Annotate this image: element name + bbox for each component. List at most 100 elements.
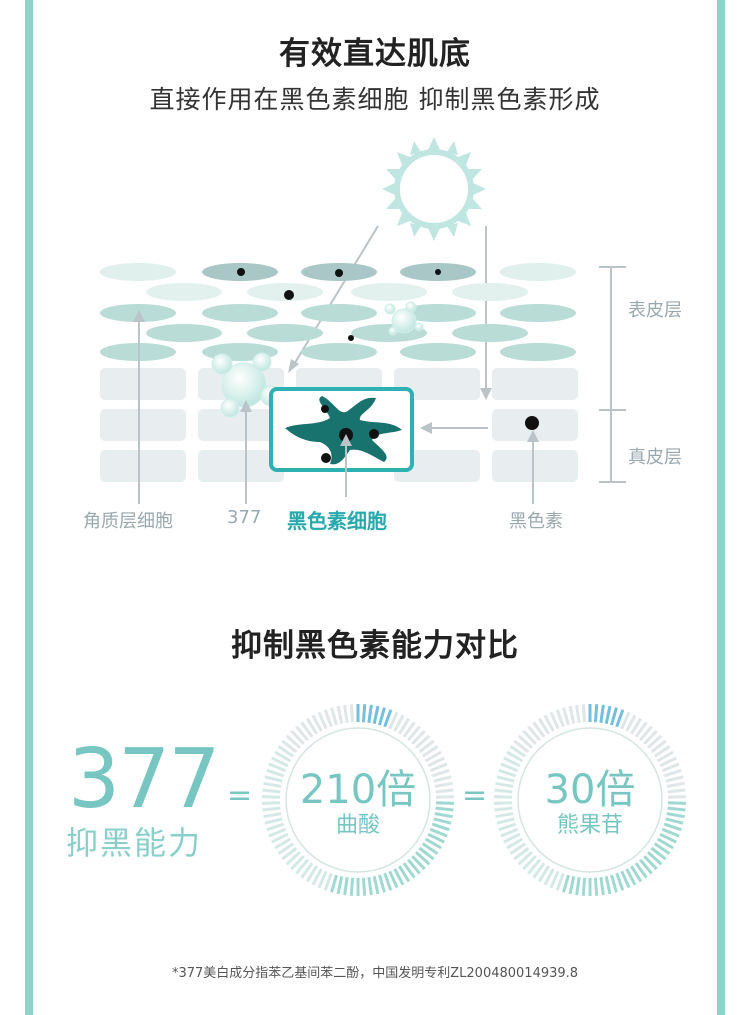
ring-tick: [509, 745, 527, 758]
ring-tick: [494, 788, 513, 794]
ring-tick: [406, 858, 421, 875]
ring-tick: [281, 846, 298, 861]
ring-tick: [434, 781, 453, 788]
ring-tick: [336, 875, 344, 895]
ring-tick: [263, 812, 282, 819]
ring-tick: [543, 868, 555, 886]
ring-tick: [411, 855, 426, 871]
ring-tick: [285, 851, 302, 866]
ring-tick: [500, 827, 519, 838]
ring-tick: [343, 877, 349, 896]
ring-tick: [367, 877, 373, 896]
ring-tick: [537, 717, 550, 735]
ring-tick: [277, 745, 295, 758]
ring-tick: [367, 704, 373, 723]
ring-tick: [411, 729, 426, 745]
ring-tick: [264, 775, 283, 783]
ring-tick: [435, 806, 454, 812]
label-pointers: [133, 310, 539, 504]
ring-tick: [615, 872, 625, 891]
ring-tick: [295, 725, 310, 742]
ring-tick: [653, 842, 671, 855]
ring-tick: [581, 877, 587, 896]
ring-tick: [663, 822, 682, 832]
ring-tick: [500, 762, 519, 773]
ring-kojic-acid: [262, 704, 454, 896]
ring-tick: [300, 862, 314, 879]
main-value: 377: [68, 732, 221, 827]
ring-tick: [434, 812, 453, 819]
ring-tick: [562, 707, 570, 726]
ring-tick: [604, 705, 612, 725]
ring-tick: [650, 739, 667, 754]
ring-tick: [630, 865, 643, 883]
ring-tick: [393, 714, 405, 732]
ring-tick: [317, 711, 328, 730]
ring-tick: [599, 877, 605, 896]
ring-tick: [568, 875, 576, 895]
ring-tick: [388, 870, 399, 889]
ring2-value: 30倍: [544, 767, 636, 813]
ring-tick: [305, 865, 318, 883]
ring-tick: [517, 851, 534, 866]
ring-tick: [615, 709, 625, 728]
ring-tick: [418, 846, 435, 861]
ring-tick: [383, 872, 393, 891]
main-value-label: 抑黑能力: [66, 824, 203, 862]
ring-tick: [429, 762, 448, 773]
dermis-label: 真皮层: [628, 447, 682, 468]
ring-tick: [274, 750, 292, 763]
ring-tick: [638, 725, 653, 742]
ring-tick: [610, 874, 618, 893]
ring-tick: [509, 842, 527, 855]
ring-tick: [625, 714, 637, 732]
ring-tick: [268, 762, 287, 773]
page-title: 有效直达肌底: [279, 36, 471, 72]
ring-tick: [421, 745, 439, 758]
ring-tick: [650, 846, 667, 861]
ring-tick: [372, 705, 380, 725]
uv-arrows: [288, 225, 492, 400]
ring-tick: [663, 768, 682, 778]
ring-tick: [431, 768, 450, 778]
ring-tick: [427, 832, 445, 844]
ring-tick: [513, 739, 530, 754]
ring-tick: [277, 842, 295, 855]
ring-tick: [634, 721, 648, 738]
ring-tick: [388, 711, 399, 730]
ring-tick: [665, 817, 684, 825]
ring-tick: [667, 788, 686, 794]
ring-tick: [323, 872, 333, 891]
ring-tick: [427, 756, 445, 768]
ring-tick: [620, 711, 631, 730]
ingredient-label: 377: [227, 507, 262, 528]
epidermis-label: 表皮层: [628, 300, 682, 321]
ring-tick: [513, 846, 530, 861]
epidermis-layer: [100, 263, 576, 361]
ring-tick: [643, 729, 658, 745]
ring-tick: [435, 795, 454, 799]
ring-tick: [295, 858, 310, 875]
ring-tick: [372, 875, 380, 895]
ring-tick: [271, 832, 289, 844]
ring-tick: [290, 729, 305, 745]
ring-tick: [330, 707, 338, 726]
ring-tick: [562, 874, 570, 893]
ring-tick: [406, 725, 421, 742]
ring-tick: [378, 707, 386, 726]
ring-tick: [643, 855, 658, 871]
ring-tick: [522, 729, 537, 745]
comparison-title: 抑制黑色素能力对比: [231, 628, 519, 664]
melanin-label: 黑色素: [509, 511, 563, 532]
ring-tick: [495, 812, 514, 819]
ring-tick: [517, 734, 534, 749]
ring-tick: [659, 832, 677, 844]
ring-tick: [666, 781, 685, 788]
ring-tick: [503, 756, 521, 768]
ring-tick: [414, 851, 431, 866]
ring-tick: [393, 868, 405, 886]
ring-tick: [281, 739, 298, 754]
ring-tick: [667, 795, 686, 799]
ring-tick: [638, 858, 653, 875]
ring-tick: [323, 709, 333, 728]
